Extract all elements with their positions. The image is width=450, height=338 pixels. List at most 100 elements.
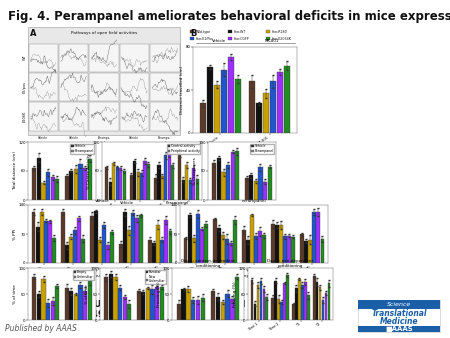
Bar [316,282,319,320]
Bar [231,151,235,200]
Bar [28,73,58,101]
Bar [277,72,284,133]
Bar [256,103,262,133]
Bar [28,27,180,135]
Bar [77,218,81,263]
Bar [316,212,320,263]
Bar [214,84,220,133]
Bar [325,293,327,320]
Bar [251,280,253,320]
Bar [192,168,195,200]
Bar [230,243,233,263]
Bar [164,220,168,263]
Bar [89,73,119,101]
Bar [217,158,221,200]
Text: I: I [173,269,176,278]
Bar [235,151,239,200]
Bar [59,73,88,101]
Bar [137,291,141,320]
Bar [119,168,122,200]
Bar [182,180,185,200]
Text: Vehicle: Vehicle [94,199,109,203]
Text: E: E [209,143,215,152]
Bar [192,238,196,263]
Bar [73,231,77,263]
Bar [242,230,246,263]
Bar [256,285,259,320]
Bar [110,232,114,263]
Bar [46,172,50,200]
Text: B: B [190,29,196,38]
Bar [69,291,73,320]
Bar [32,212,36,263]
Bar [156,225,160,263]
Bar [55,286,59,320]
Bar [254,181,258,200]
Y-axis label: % of time: % of time [85,284,89,304]
Bar [254,304,256,320]
Text: Fig. 4. Perampanel ameliorates behavioral deficits in mice expressing the Thoras: Fig. 4. Perampanel ameliorates behaviora… [8,10,450,23]
Bar [94,211,98,263]
Bar [190,37,194,40]
Text: H: H [101,269,108,278]
Bar [230,299,234,320]
Bar [154,178,157,200]
Text: Science: Science [387,302,411,307]
Bar [83,168,87,200]
Bar [53,238,56,263]
Bar [250,215,254,263]
Bar [78,285,82,320]
Bar [196,179,199,200]
Bar [234,220,237,263]
Bar [44,221,48,263]
Bar [185,165,189,200]
Bar [46,303,50,320]
Text: E206K: E206K [23,111,27,122]
Bar [271,298,274,320]
Text: C: C [29,143,35,152]
Bar [196,214,200,263]
Bar [201,297,205,320]
Bar [116,167,119,200]
Bar [220,70,227,133]
Text: Vehicle: Vehicle [212,39,226,43]
Text: Translational: Translational [371,310,427,318]
Bar [59,102,88,130]
Bar [189,180,192,200]
Text: ■AAAS: ■AAAS [385,326,413,332]
Bar [216,297,220,320]
Text: htor-R180: htor-R180 [271,30,287,34]
Y-axis label: Freezing (%): Freezing (%) [157,281,161,307]
Bar [28,44,58,72]
Bar [277,299,280,320]
Bar [36,226,40,263]
Bar [266,37,270,40]
Bar [268,167,272,200]
Bar [81,239,85,263]
Bar [288,236,291,263]
Bar [51,177,55,200]
Bar [102,225,106,263]
Bar [298,279,301,320]
Bar [74,294,78,320]
Bar [221,235,225,263]
Legend: Vehicle, Perampanel: Vehicle, Perampanel [71,144,94,154]
Text: A: A [30,29,36,38]
Text: F: F [29,206,35,215]
Bar [245,178,249,200]
Bar [271,224,274,263]
Bar [28,102,58,130]
Bar [89,44,119,72]
Bar [204,224,208,263]
Bar [275,225,279,263]
Bar [246,240,250,263]
Bar [225,239,229,263]
Legend: Vehicle, Perampanel: Vehicle, Perampanel [251,144,274,154]
Text: htor-E1/Pos: htor-E1/Pos [195,37,213,41]
Y-axis label: Distance travelled (cm): Distance travelled (cm) [180,66,184,114]
X-axis label: Prepulse (dB): Prepulse (dB) [88,274,116,278]
Bar [120,73,149,101]
Bar [32,168,36,200]
Bar [266,297,268,320]
Bar [140,215,143,263]
